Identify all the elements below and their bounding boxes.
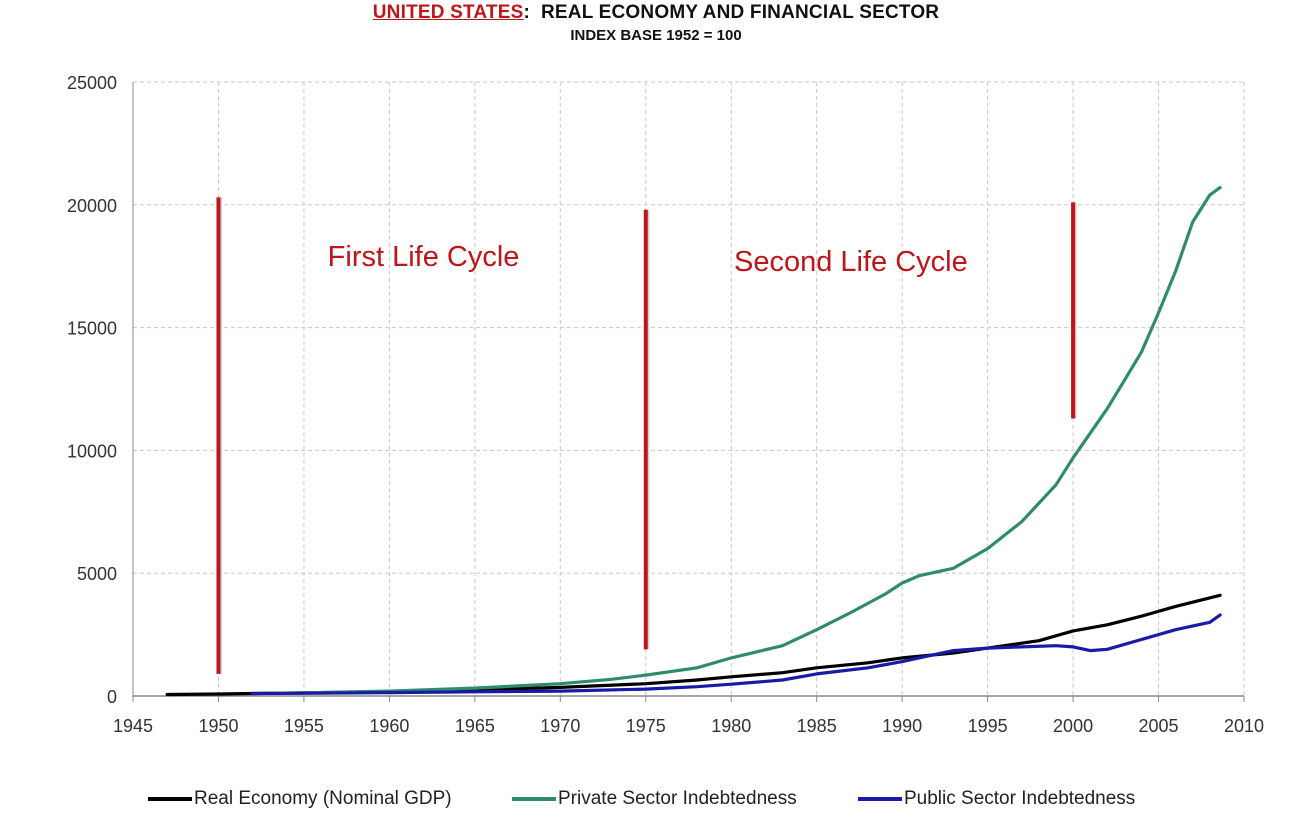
title-country: UNITED STATES: [372, 2, 524, 23]
grid-layer: [133, 81, 1245, 696]
chart-subtitle: INDEX BASE 1952 = 100: [570, 27, 742, 44]
y-tick-label: 15000: [67, 319, 117, 339]
legend-item-private-sector: Private Sector Indebtedness: [512, 788, 797, 810]
x-tick-label: 1990: [882, 716, 922, 736]
legend-label-real-economy: Real Economy (Nominal GDP): [194, 788, 452, 809]
x-tick-label: 2010: [1224, 716, 1264, 736]
x-tick-label: 1970: [540, 716, 580, 736]
chart-title: UNITED STATES: REAL ECONOMY AND FINANCIA…: [0, 2, 1312, 24]
x-tick-label: 1960: [369, 716, 409, 736]
title-separator: :: [523, 2, 531, 23]
x-tick-label: 1955: [284, 716, 324, 736]
x-tick-label: 1975: [626, 716, 666, 736]
y-tick-label: 10000: [67, 441, 117, 461]
series-private-sector: [251, 186, 1222, 696]
y-tick-label: 5000: [77, 564, 117, 584]
x-tick-label: 1995: [968, 716, 1008, 736]
y-tick-label: 0: [107, 687, 117, 707]
x-tick-label: 1950: [198, 716, 238, 736]
legend-item-public-sector: Public Sector Indebtedness: [858, 788, 1135, 810]
x-tick-label: 1980: [711, 716, 751, 736]
axis-layer: 0 5000 10000 15000 20000 25000 1945 1950 1955 196…: [67, 73, 1264, 736]
y-tick-label: 25000: [67, 73, 117, 93]
y-tick-label: 20000: [67, 196, 117, 216]
title-main: REAL ECONOMY AND FINANCIAL SECTOR: [540, 2, 940, 23]
x-tick-label: 1945: [113, 716, 153, 736]
x-tick-label: 1985: [797, 716, 837, 736]
life-cycle-markers: [216, 197, 1077, 674]
series-public-sector: [251, 613, 1222, 696]
annotation-second-life-cycle: Second Life Cycle: [734, 246, 968, 278]
legend-label-private-sector: Private Sector Indebtedness: [558, 788, 797, 809]
legend-swatch-private-sector: [512, 797, 556, 801]
legend-item-real-economy: Real Economy (Nominal GDP): [148, 788, 452, 810]
legend-label-public-sector: Public Sector Indebtedness: [904, 788, 1136, 809]
annotation-first-life-cycle: First Life Cycle: [328, 241, 520, 273]
chart-legend: Real Economy (Nominal GDP) Private Secto…: [0, 788, 1312, 818]
x-tick-label: 2000: [1053, 716, 1093, 736]
chart-title-block: UNITED STATES: REAL ECONOMY AND FINANCIA…: [0, 2, 1312, 44]
x-tick-label: 2005: [1139, 716, 1179, 736]
series-layer: [165, 186, 1222, 697]
annotation-layer: First Life Cycle Second Life Cycle: [328, 241, 968, 278]
legend-swatch-public-sector: [858, 797, 902, 801]
x-tick-label: 1965: [455, 716, 495, 736]
legend-swatch-real-economy: [148, 797, 192, 801]
